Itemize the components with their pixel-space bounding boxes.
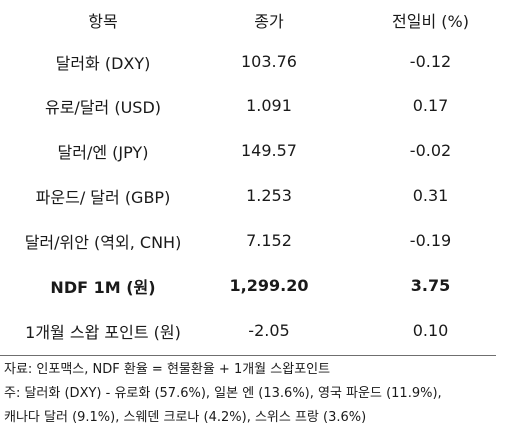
row-change: -0.02 (409, 141, 452, 160)
table-row: 유로/달러 (USD) 1.091 0.17 (0, 83, 529, 128)
row-close: 149.57 (241, 141, 297, 160)
row-change: 3.75 (410, 276, 451, 295)
row-close: 1,299.20 (229, 276, 309, 295)
row-item: NDF 1M (원) (50, 277, 156, 297)
header-item: 항목 (88, 12, 118, 31)
row-item: 달러화 (DXY) (55, 53, 151, 73)
table-row: 파운드/ 달러 (GBP) 1.253 0.31 (0, 173, 529, 218)
row-close: 1.091 (246, 96, 292, 115)
row-change: 0.31 (412, 186, 449, 205)
table-row-ndf: NDF 1M (원) 1,299.20 3.75 (0, 263, 529, 308)
table-header-row: 항목 종가 전일비 (%) (0, 0, 529, 40)
table-row: 달러/엔 (JPY) 149.57 -0.02 (0, 128, 529, 173)
row-change: -0.12 (409, 52, 452, 71)
row-close: 1.253 (246, 186, 292, 205)
fx-table: 항목 종가 전일비 (%) 달러화 (DXY) 103.76 -0.12 유로/… (0, 0, 529, 353)
row-item: 달러/엔 (JPY) (57, 142, 149, 162)
row-item: 1개월 스왑 포인트 (원) (25, 322, 181, 342)
row-item: 파운드/ 달러 (GBP) (35, 187, 171, 207)
table-row: 1개월 스왑 포인트 (원) -2.05 0.10 (0, 308, 529, 353)
divider (0, 355, 496, 356)
row-item: 유로/달러 (USD) (44, 97, 162, 117)
source-note: 자료: 인포맥스, NDF 환율 = 현물환율 + 1개월 스왑포인트 (4, 362, 331, 377)
row-change: -0.19 (409, 231, 452, 250)
dxy-note-line-2: 캐나다 달러 (9.1%), 스웨덴 크로나 (4.2%), 스위스 프랑 (3… (4, 410, 367, 425)
footnotes: 자료: 인포맥스, NDF 환율 = 현물환율 + 1개월 스왑포인트 주: 달… (4, 358, 528, 430)
row-close: -2.05 (248, 321, 290, 340)
header-close: 종가 (254, 12, 284, 31)
row-close: 103.76 (241, 52, 297, 71)
header-change: 전일비 (%) (392, 12, 469, 31)
table-row: 달러화 (DXY) 103.76 -0.12 (0, 40, 529, 83)
row-close: 7.152 (246, 231, 292, 250)
row-item: 달러/위안 (역외, CNH) (24, 232, 182, 252)
row-change: 0.17 (412, 96, 449, 115)
table-row: 달러/위안 (역외, CNH) 7.152 -0.19 (0, 218, 529, 263)
dxy-note-line-1: 주: 달러화 (DXY) - 유로화 (57.6%), 일본 엔 (13.6%)… (4, 386, 442, 401)
row-change: 0.10 (412, 321, 449, 340)
